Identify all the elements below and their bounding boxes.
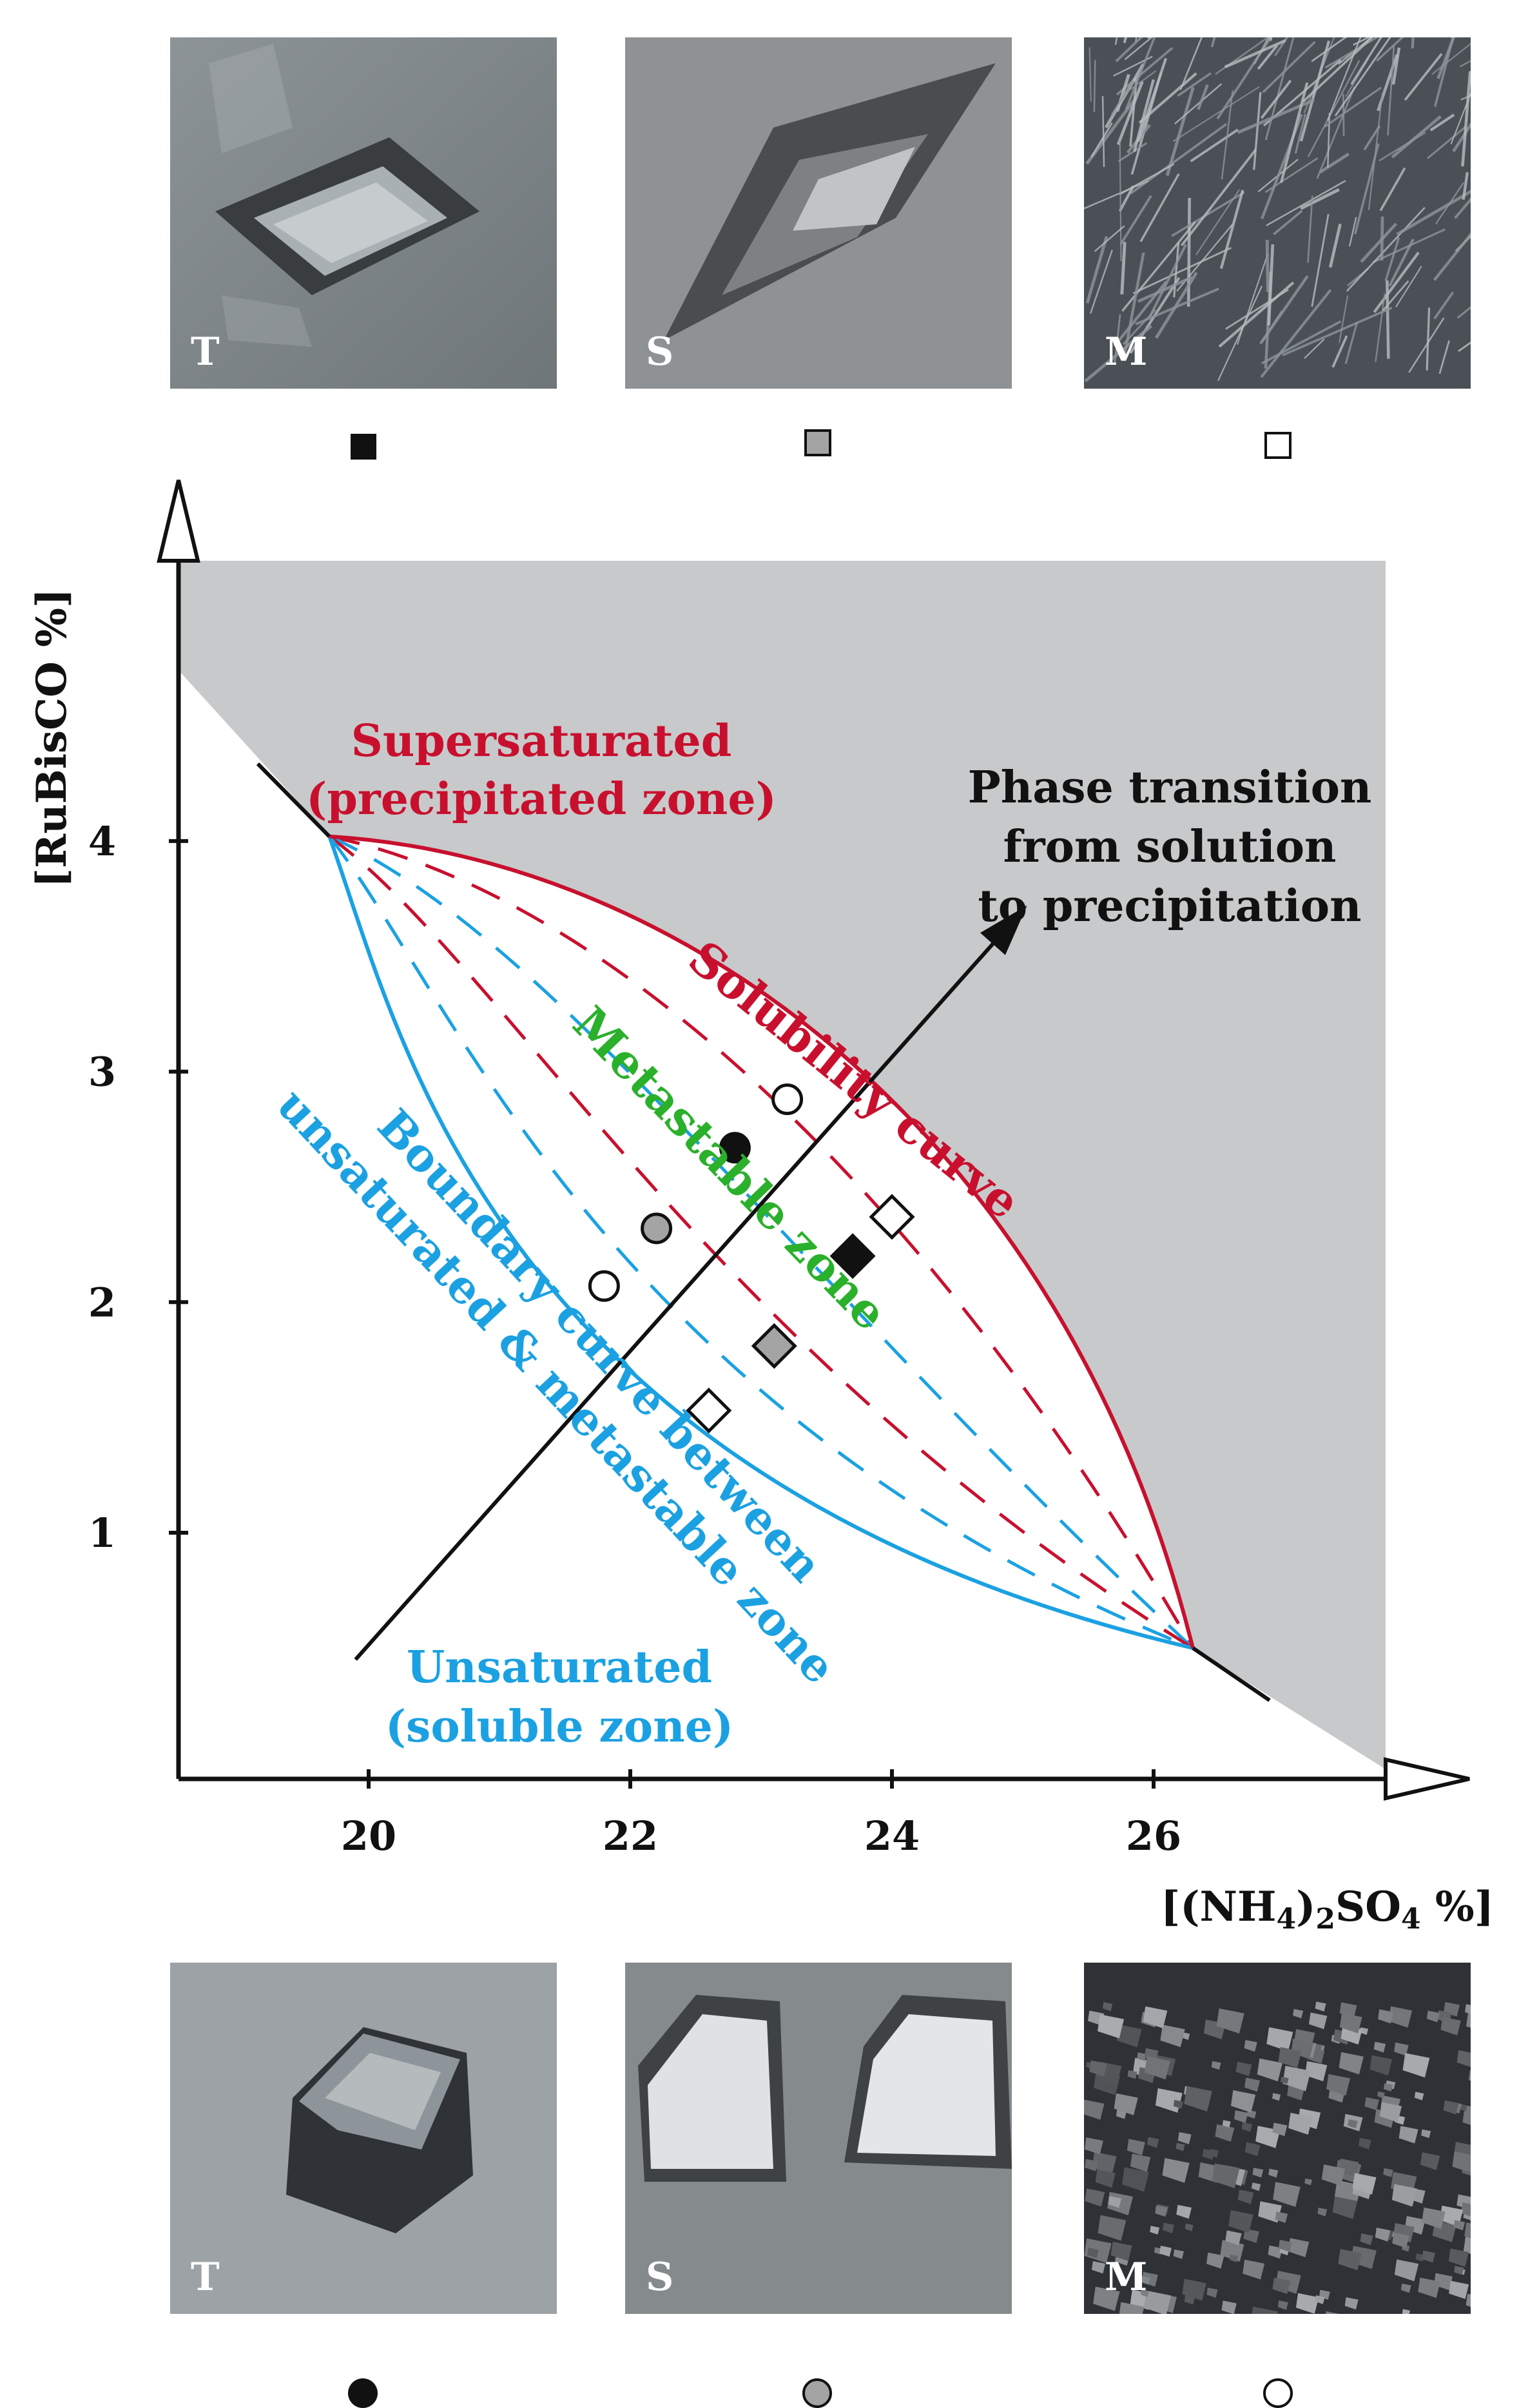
x-tick-label: 20 [341, 1812, 396, 1859]
crystal-photo-top-t: T [170, 37, 557, 389]
gray-circle-point [641, 1212, 673, 1245]
open-square-marker [1264, 432, 1292, 459]
black-diamond-point [829, 1233, 876, 1279]
phase-transition-label: Phase transition from solution to precipit… [968, 762, 1372, 932]
open-circle-point [771, 1083, 804, 1116]
crystal-photo-bottom-m: M [1084, 1963, 1471, 2314]
open-circle-point [588, 1270, 620, 1302]
photo-label: T [191, 2255, 220, 2300]
gray-square-marker [804, 429, 831, 456]
photo-label: S [646, 2255, 674, 2300]
x-axis-label: [(NH4)2SO4 %] [1161, 1883, 1494, 1936]
photo-label: M [1105, 329, 1148, 374]
gray-diamond-point [751, 1323, 797, 1369]
x-tick-label: 26 [1126, 1812, 1181, 1859]
supersaturated-label: Supersaturated (precipitated zone) [306, 715, 777, 825]
diagonal-line-upper [256, 762, 331, 838]
arrowhead-icon [980, 905, 1027, 955]
photo-label: S [646, 329, 674, 374]
y-axis-label: [RuBisCO %] [28, 588, 76, 888]
diagonal-line-lower [1192, 1646, 1271, 1702]
y-tick-label: 2 [88, 1279, 116, 1326]
crystal-photo-bottom-t: T [170, 1963, 557, 2314]
intermediate-dashed-curve [328, 835, 1194, 1649]
photo-label: M [1105, 2255, 1148, 2300]
open-diamond-point [869, 1194, 915, 1240]
photo-label: T [191, 329, 220, 374]
black-circle-point [719, 1132, 751, 1164]
unsaturated-label: Unsaturated (soluble zone) [385, 1642, 733, 1753]
solubility-curve [329, 834, 1195, 1649]
lower-white-region [179, 670, 1386, 1779]
intermediate-dashed-curve [328, 835, 1194, 1650]
y-tick-label: 1 [88, 1510, 116, 1557]
x-axis-arrow-icon [1384, 1757, 1470, 1801]
intermediate-dashed-curve [329, 835, 1194, 1649]
open-diamond-point [686, 1387, 732, 1433]
filled-square-marker [351, 434, 376, 460]
y-tick-label: 3 [88, 1049, 116, 1096]
crystal-photo-top-m: M [1084, 37, 1471, 389]
y-axis-arrow-icon [157, 480, 200, 563]
crystal-photo-top-s: S [625, 37, 1012, 389]
boundary-curve [327, 835, 1194, 1650]
y-tick-label: 4 [88, 818, 116, 865]
crystal-photo-bottom-s: S [625, 1963, 1012, 2314]
x-tick-label: 24 [864, 1812, 920, 1859]
x-tick-label: 22 [603, 1812, 658, 1859]
phase-transition-arrow [354, 909, 1025, 1661]
